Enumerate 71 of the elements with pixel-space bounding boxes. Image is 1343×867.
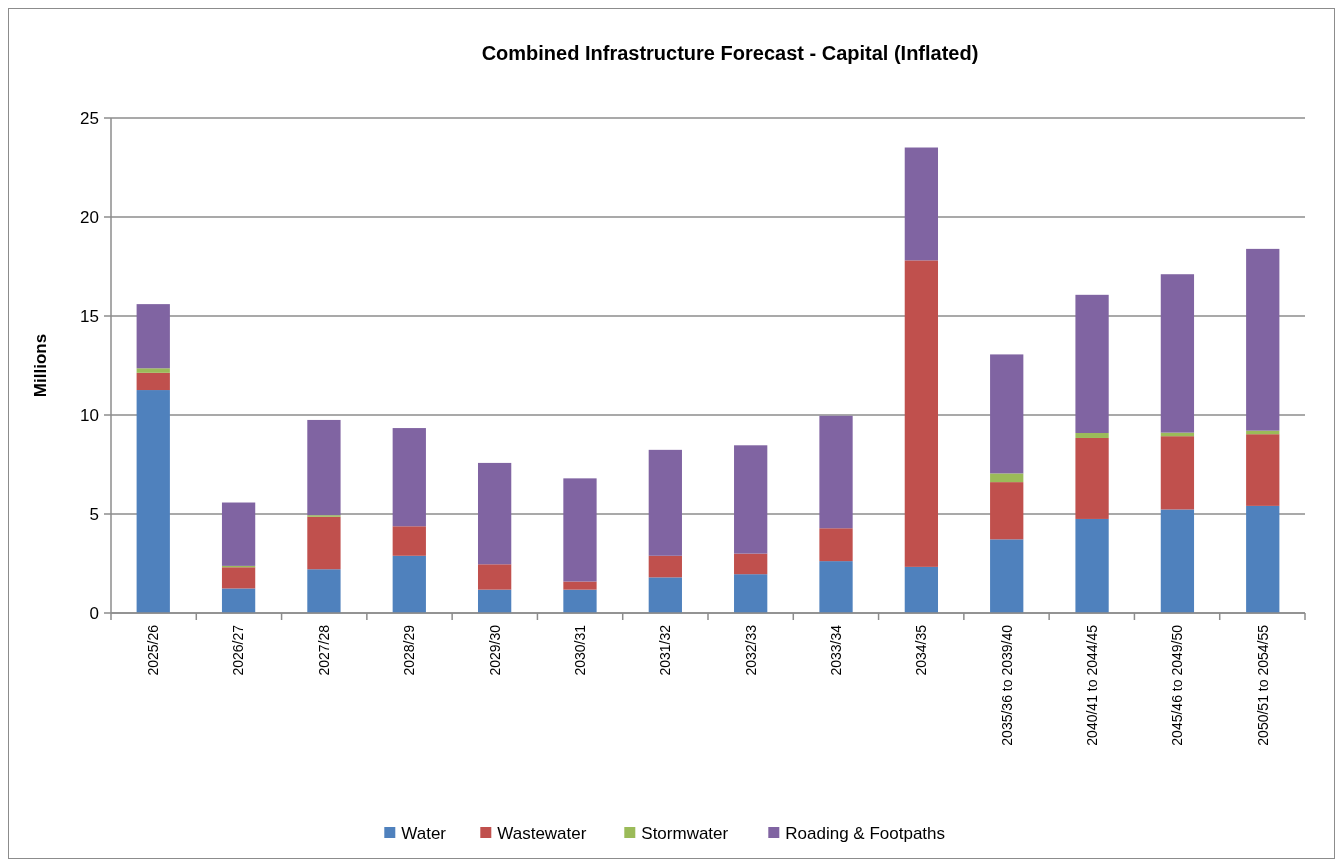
bar bbox=[136, 304, 170, 369]
bar bbox=[1075, 518, 1109, 613]
x-tick-label: 2045/46 to 2049/50 bbox=[1169, 624, 1186, 746]
x-tick-label: 2030/31 bbox=[571, 624, 588, 676]
bar bbox=[563, 478, 597, 582]
bar bbox=[734, 445, 768, 554]
bar bbox=[904, 566, 939, 613]
bar bbox=[221, 588, 256, 613]
bar bbox=[648, 449, 682, 556]
y-tick-label: 20 bbox=[80, 207, 99, 227]
bar bbox=[477, 462, 512, 565]
bar bbox=[392, 428, 426, 527]
bar bbox=[990, 473, 1024, 483]
bar bbox=[990, 539, 1024, 613]
bar bbox=[1246, 248, 1280, 431]
y-tick-label: 15 bbox=[80, 306, 99, 326]
bar bbox=[819, 561, 853, 613]
bar bbox=[734, 574, 768, 613]
x-tick-label: 2040/41 to 2044/45 bbox=[1083, 624, 1100, 746]
chart-title: Combined Infrastructure Forecast - Capital (Inflated) bbox=[481, 42, 979, 64]
bar bbox=[221, 567, 256, 589]
bar bbox=[1160, 274, 1195, 433]
bar bbox=[136, 390, 170, 613]
bar bbox=[904, 147, 939, 261]
legend-label: Water bbox=[401, 823, 447, 843]
bar bbox=[819, 415, 853, 529]
bar bbox=[1075, 433, 1109, 438]
bar bbox=[1246, 434, 1280, 506]
bar bbox=[307, 569, 341, 613]
x-tick-label: 2034/35 bbox=[913, 624, 930, 676]
x-tick-label: 2029/30 bbox=[486, 624, 503, 676]
bar bbox=[392, 555, 426, 613]
bar bbox=[819, 528, 853, 562]
y-tick-label: 5 bbox=[89, 504, 99, 524]
y-tick-label: 0 bbox=[89, 603, 99, 623]
bar bbox=[734, 553, 768, 575]
x-tick-label: 2025/26 bbox=[145, 624, 162, 676]
bar bbox=[1160, 509, 1195, 613]
y-tick-label: 10 bbox=[80, 405, 99, 425]
legend-label: Stormwater bbox=[641, 823, 729, 843]
bar bbox=[307, 516, 341, 570]
bar bbox=[1246, 505, 1280, 613]
bar bbox=[221, 502, 256, 566]
x-tick-label: 2035/36 to 2039/40 bbox=[998, 624, 1015, 746]
x-tick-label: 2026/27 bbox=[230, 624, 247, 676]
y-tick-label: 25 bbox=[80, 108, 99, 128]
bar bbox=[648, 577, 682, 613]
bar bbox=[392, 526, 426, 556]
bar bbox=[477, 589, 512, 613]
legend-label: Roading & Footpaths bbox=[785, 823, 946, 843]
x-tick-label: 2050/51 to 2054/55 bbox=[1254, 624, 1271, 746]
bar bbox=[563, 589, 597, 613]
bar bbox=[1075, 437, 1109, 519]
bar bbox=[477, 564, 512, 590]
legend-label: Wastewater bbox=[497, 823, 587, 843]
bar bbox=[648, 555, 682, 578]
x-tick-label: 2028/29 bbox=[401, 624, 418, 676]
bar bbox=[904, 260, 939, 567]
y-axis-title: Millions bbox=[31, 333, 50, 398]
bar bbox=[990, 354, 1024, 474]
bar bbox=[307, 419, 341, 516]
bar bbox=[563, 581, 597, 590]
bar bbox=[990, 482, 1024, 540]
bar bbox=[1160, 436, 1195, 510]
bar bbox=[136, 368, 170, 373]
x-tick-label: 2027/28 bbox=[315, 624, 332, 676]
x-tick-label: 2033/34 bbox=[827, 624, 844, 676]
x-tick-label: 2031/32 bbox=[657, 624, 674, 676]
x-tick-label: 2032/33 bbox=[742, 624, 759, 676]
bar bbox=[136, 372, 170, 391]
bar bbox=[1075, 294, 1109, 434]
